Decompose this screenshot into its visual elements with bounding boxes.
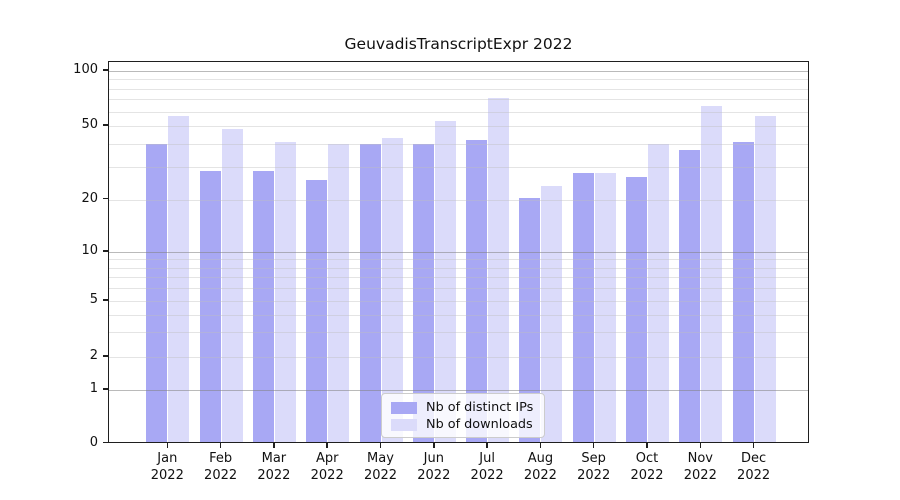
y-tick-mark: [103, 250, 108, 252]
x-tick-mark: [699, 443, 702, 448]
bar-distinct-ips-jun: [412, 143, 434, 442]
y-tick-label: 1: [89, 381, 98, 396]
y-tick-label: 20: [81, 190, 98, 206]
bar-downloads-feb: [221, 129, 243, 442]
x-tick-label: Feb 2022: [204, 451, 238, 483]
legend-item-downloads: Nb of downloads: [391, 417, 536, 432]
bar-downloads-nov: [701, 105, 723, 442]
bar-downloads-apr: [328, 143, 350, 442]
x-tick-label: Jan 2022: [150, 451, 184, 483]
x-tick-mark: [486, 443, 488, 448]
legend-swatch-distinct-ips: [391, 401, 417, 414]
legend-swatch-downloads: [391, 418, 417, 431]
bar-distinct-ips-aug: [519, 197, 541, 442]
bar-downloads-dec: [754, 116, 776, 442]
y-tick-mark: [103, 197, 108, 200]
y-tick-mark: [103, 441, 108, 444]
x-tick-mark: [752, 443, 755, 448]
x-tick-mark: [166, 443, 169, 448]
x-tick-mark: [379, 443, 382, 448]
bar-downloads-sep: [594, 173, 616, 442]
bars-layer: [109, 62, 808, 442]
x-tick-label: Jul 2022: [470, 451, 504, 483]
x-tick-label: Sep 2022: [577, 451, 611, 483]
bar-distinct-ips-may: [359, 143, 381, 442]
y-tick-mark: [103, 124, 108, 126]
legend-label-downloads: Nb of downloads: [426, 417, 533, 432]
y-tick-label: 10: [81, 243, 98, 258]
y-tick-label: 50: [81, 117, 98, 132]
bar-distinct-ips-oct: [626, 176, 647, 442]
y-tick-label: 5: [89, 292, 98, 307]
legend-item-distinct-ips: Nb of distinct IPs: [391, 400, 536, 415]
x-tick-mark: [219, 443, 222, 448]
x-tick-label: Oct 2022: [630, 451, 664, 483]
x-tick-label: Jun 2022: [417, 451, 451, 483]
y-tick-label: 0: [89, 434, 98, 450]
x-tick-label: May 2022: [363, 451, 398, 483]
x-tick-label: Apr 2022: [310, 451, 344, 483]
bar-downloads-oct: [648, 143, 669, 442]
y-tick-label: 2: [89, 348, 98, 363]
x-tick-label: Nov 2022: [683, 451, 717, 483]
x-tick-label: Aug 2022: [523, 451, 557, 483]
bar-downloads-mar: [274, 141, 296, 442]
x-tick-mark: [646, 443, 648, 448]
bar-downloads-jun: [434, 120, 456, 442]
bar-distinct-ips-feb: [199, 170, 221, 442]
x-tick-mark: [326, 443, 328, 448]
bar-downloads-jul: [488, 98, 510, 442]
bar-distinct-ips-dec: [732, 141, 754, 442]
bar-downloads-aug: [541, 186, 563, 442]
y-tick-mark: [103, 299, 108, 301]
y-tick-mark: [103, 69, 108, 71]
legend: Nb of distinct IPs Nb of downloads: [381, 393, 545, 438]
x-tick-mark: [273, 443, 275, 448]
x-tick-label: Mar 2022: [257, 451, 291, 483]
x-tick-mark: [592, 443, 595, 448]
y-tick-mark: [103, 355, 108, 357]
y-tick-mark: [103, 388, 108, 390]
plot-area: Nb of distinct IPs Nb of downloads: [108, 61, 809, 443]
x-tick-mark: [539, 443, 542, 448]
legend-label-distinct-ips: Nb of distinct IPs: [426, 400, 534, 415]
bar-distinct-ips-jan: [146, 143, 168, 442]
bar-distinct-ips-jul: [466, 139, 488, 442]
x-tick-mark: [433, 443, 435, 448]
bar-distinct-ips-nov: [679, 150, 701, 442]
chart-title: GeuvadisTranscriptExpr 2022: [344, 35, 573, 53]
bar-distinct-ips-mar: [252, 170, 274, 442]
bar-distinct-ips-apr: [306, 179, 328, 442]
bar-downloads-jan: [168, 116, 190, 442]
x-tick-label: Dec 2022: [737, 451, 771, 483]
bar-distinct-ips-sep: [572, 173, 594, 442]
bar-downloads-may: [381, 138, 403, 442]
y-tick-label: 100: [73, 62, 98, 77]
